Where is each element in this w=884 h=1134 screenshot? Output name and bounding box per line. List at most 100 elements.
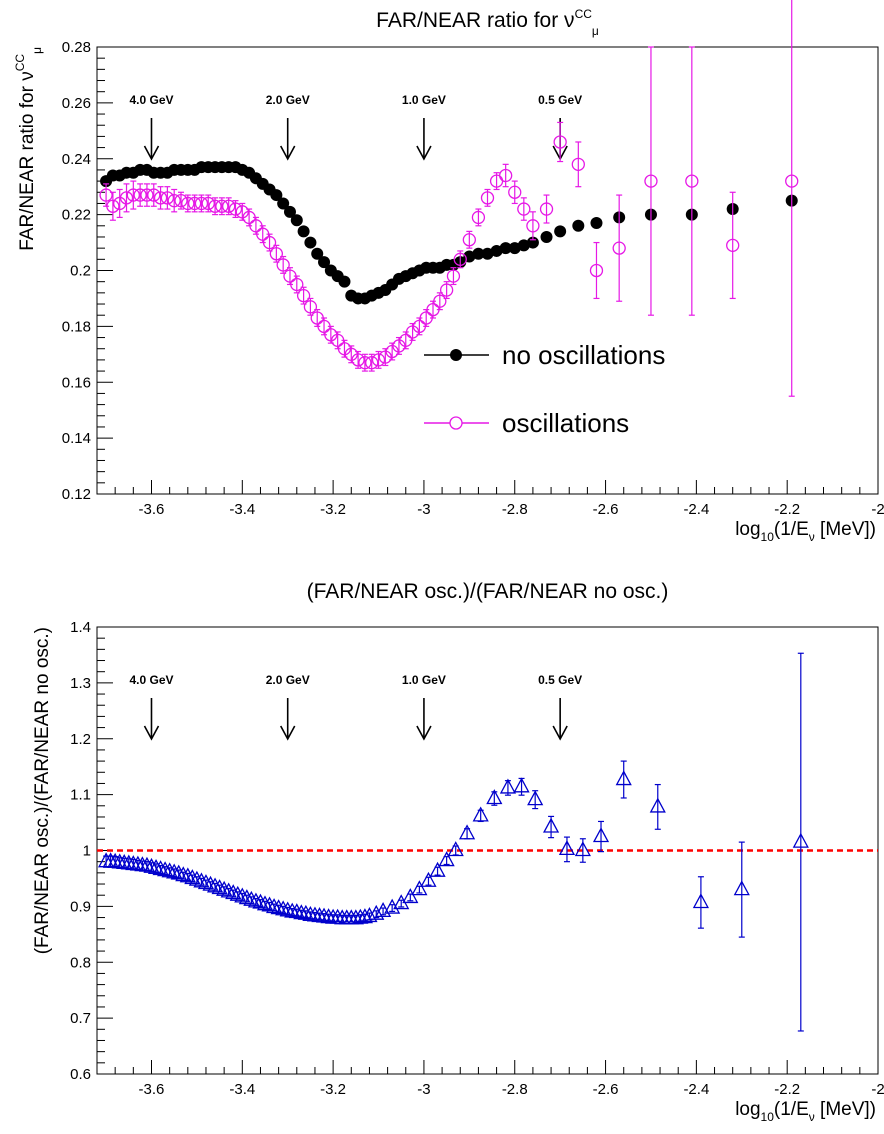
y-tick-label: 1.1 (70, 787, 91, 804)
x-tick-label: -2.6 (593, 501, 619, 518)
data-point (499, 778, 517, 794)
data-point (297, 904, 314, 920)
data-point (508, 242, 521, 255)
data-point (143, 857, 160, 873)
x-tick-label: -3.4 (229, 501, 255, 518)
y-tick-label: 0.26 (62, 95, 91, 112)
energy-label: 0.5 GeV (538, 93, 582, 107)
data-point (297, 225, 310, 238)
y-tick-label: 1.3 (70, 675, 91, 692)
title-superscript: CC (575, 7, 593, 21)
x-tick-label: -3.2 (320, 1081, 346, 1098)
data-point (265, 898, 283, 914)
xlabel-subscript-2: ν (809, 1110, 815, 1124)
data-point (296, 288, 311, 303)
data-point (649, 797, 666, 813)
data-point (590, 217, 603, 230)
data-point (733, 880, 750, 896)
y-axis-label: FAR/NEAR ratio for νCCμ (13, 47, 44, 251)
data-point (152, 860, 169, 876)
energy-arrow-head (416, 725, 432, 741)
data-point (106, 199, 120, 213)
data-point (368, 904, 385, 920)
data-point (453, 252, 467, 266)
energy-label: 1.0 GeV (402, 673, 446, 687)
y-tick-label: 0.14 (62, 430, 91, 447)
data-point (433, 294, 447, 308)
x-tick-label: -3.2 (320, 501, 346, 518)
data-point (472, 806, 489, 822)
data-point (228, 202, 243, 216)
data-point (262, 235, 277, 250)
data-point (166, 863, 183, 879)
energy-arrow-head (280, 145, 296, 161)
data-point (269, 247, 284, 261)
x-tick-label: -2.4 (683, 1081, 709, 1098)
y-tick-label: 0.2 (70, 263, 91, 280)
data-point (685, 174, 699, 188)
legend-label: oscillations (502, 408, 629, 438)
legend-label: no oscillations (502, 340, 665, 370)
data-point (194, 196, 209, 211)
data-point (318, 256, 331, 269)
data-point (365, 356, 379, 370)
chart-title: (FAR/NEAR osc.)/(FAR/NEAR no osc.) (307, 580, 669, 603)
data-point (256, 895, 274, 911)
data-point (174, 194, 188, 208)
y-tick-label: 0.28 (62, 39, 91, 56)
data-point (126, 188, 140, 202)
data-point (615, 770, 632, 786)
x-tick-label: -2.4 (683, 501, 709, 518)
legend-marker (449, 416, 463, 430)
energy-label: 1.0 GeV (402, 93, 446, 107)
data-point (356, 908, 373, 924)
data-point (201, 196, 215, 211)
data-point (138, 856, 156, 872)
data-point (785, 174, 799, 188)
top-chart: -3.6 -3.4 -3.2 -3 -2.8 -2.6 -2.4 -2.2 -2 0.12 0.14… (13, 0, 884, 544)
data-point (447, 841, 464, 857)
title-text: (FAR/NEAR osc.)/(FAR/NEAR no osc.) (307, 580, 669, 603)
data-point (283, 205, 296, 218)
data-point (429, 861, 446, 877)
data-point (558, 840, 576, 856)
data-point (499, 168, 513, 183)
energy-arrow-head (280, 725, 296, 741)
y-tick-label: 0.12 (62, 486, 91, 503)
data-point (147, 859, 165, 875)
x-tick-label: -3 (417, 501, 430, 518)
data-point (462, 233, 476, 247)
y-tick-label: 0.22 (62, 207, 91, 224)
data-point (133, 188, 147, 202)
data-point (279, 901, 296, 917)
data-point (517, 239, 530, 252)
data-point (276, 258, 290, 272)
x-tick-label: -2.6 (593, 1081, 619, 1098)
data-point (539, 202, 554, 216)
energy-arrow-head (552, 725, 568, 741)
data-point (153, 191, 168, 205)
ylabel-text: FAR/NEAR ratio for ν (17, 71, 38, 251)
ylabel-subscript: μ (30, 47, 44, 54)
xlabel-text-3: [MeV]) (815, 1099, 876, 1120)
y-tick-label: 1 (83, 843, 91, 860)
ylabel-superscript: CC (13, 54, 27, 72)
data-point (490, 244, 503, 257)
data-point (486, 789, 503, 805)
data-point (420, 871, 437, 887)
data-point (554, 225, 567, 238)
x-tick-label: -3.6 (139, 501, 165, 518)
data-point (119, 191, 134, 205)
energy-arrow-head (143, 725, 160, 741)
data-point (481, 247, 494, 260)
y-tick-label: 0.7 (70, 1010, 91, 1027)
x-tick-label: -2.2 (774, 1081, 800, 1098)
data-point (311, 247, 324, 260)
x-tick-label: -3.6 (139, 1081, 165, 1098)
data-point (215, 199, 229, 213)
data-point (480, 191, 495, 205)
y-tick-label: 0.9 (70, 898, 91, 915)
data-point (160, 191, 175, 205)
legend-marker (450, 349, 462, 361)
data-point (574, 841, 591, 857)
